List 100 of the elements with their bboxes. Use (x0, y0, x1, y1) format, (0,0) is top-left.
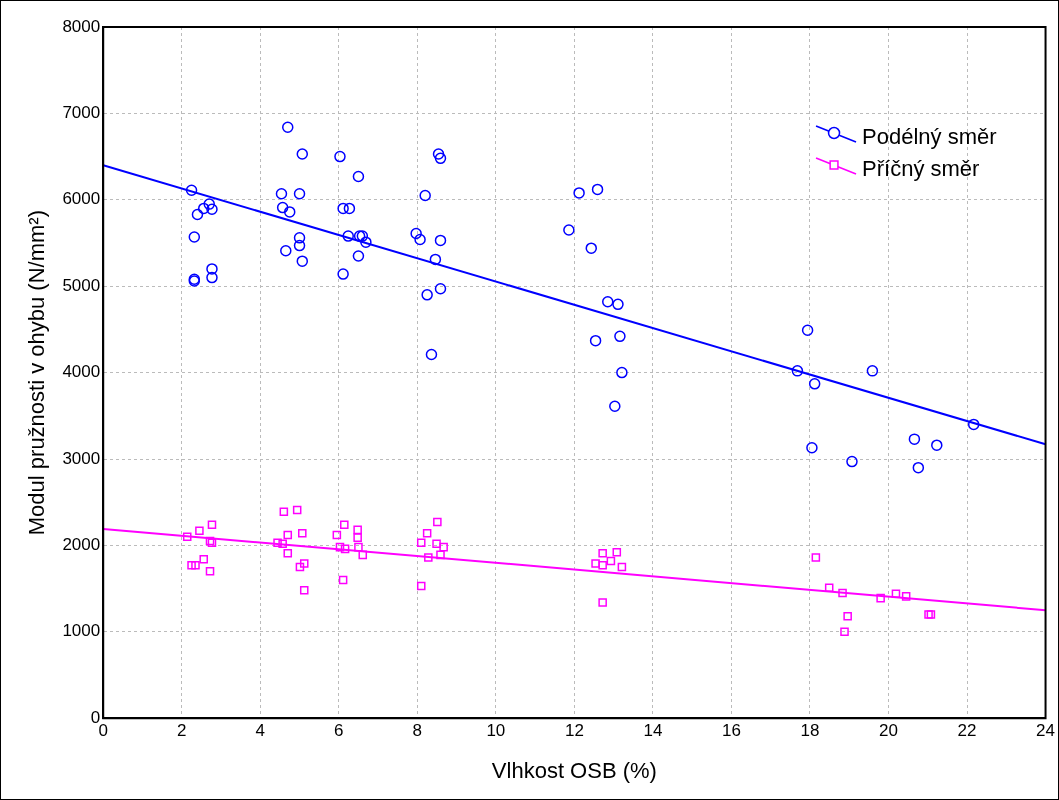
point (434, 283, 447, 295)
point (414, 233, 426, 246)
point (573, 187, 585, 199)
point (343, 202, 356, 215)
point (293, 188, 306, 200)
point (206, 271, 218, 284)
x-tick-label: 14 (643, 721, 663, 741)
x-tick-label: 2 (177, 721, 187, 741)
point (432, 539, 441, 548)
point (912, 461, 925, 474)
point (340, 520, 349, 529)
point (296, 255, 309, 267)
x-tick-label: 12 (564, 721, 584, 741)
point (283, 206, 296, 218)
y-tick-label: 8000 (62, 16, 101, 36)
point (352, 170, 365, 183)
point (616, 366, 628, 379)
point (340, 544, 350, 554)
point (275, 188, 288, 200)
point (280, 245, 292, 257)
point (293, 232, 306, 244)
point (354, 542, 363, 552)
point (337, 202, 349, 215)
point (188, 231, 201, 243)
point (598, 560, 607, 570)
point (187, 560, 196, 570)
point (612, 298, 624, 311)
point (585, 242, 598, 254)
point (439, 542, 448, 552)
x-tick-label: 22 (957, 721, 977, 741)
point (422, 529, 432, 538)
point (191, 560, 200, 570)
point (342, 230, 354, 242)
point (197, 202, 210, 215)
legend-label: Příčný směr (862, 156, 980, 182)
point (299, 586, 309, 595)
x-tick-label: 10 (486, 721, 506, 741)
y-tick-label: 7000 (62, 103, 101, 123)
point (598, 548, 607, 558)
point (334, 150, 346, 163)
x-tick-label: 4 (255, 721, 266, 741)
point (614, 330, 626, 343)
point (591, 183, 604, 196)
point (182, 532, 192, 542)
point (199, 554, 209, 564)
point (609, 400, 621, 413)
point (298, 529, 307, 538)
point (563, 224, 575, 236)
point (801, 324, 814, 337)
point (206, 263, 218, 275)
point (335, 542, 345, 552)
point (424, 553, 433, 562)
x-tick-label: 24 (1036, 721, 1056, 741)
point (203, 198, 215, 210)
x-tick-label: 18 (800, 721, 820, 741)
point (908, 433, 921, 445)
point (353, 533, 362, 542)
point (279, 507, 289, 516)
point (205, 567, 215, 576)
point (589, 334, 602, 347)
point (416, 581, 426, 591)
y-tick-label: 5000 (62, 275, 101, 295)
point (432, 148, 445, 160)
point (360, 236, 372, 248)
point (191, 208, 204, 221)
point (838, 588, 847, 598)
point (840, 627, 849, 637)
point (295, 562, 305, 572)
point (207, 520, 217, 529)
point (926, 610, 936, 619)
point (591, 559, 600, 568)
x-tick-label: 16 (721, 721, 741, 741)
point (434, 234, 447, 247)
y-axis-title: Modul pružnosti v ohybu (N/mm²) (24, 209, 50, 536)
point (292, 505, 302, 515)
point (338, 575, 348, 585)
point (299, 559, 309, 568)
point (353, 525, 362, 535)
point (410, 227, 422, 240)
point (606, 556, 616, 566)
point (421, 289, 433, 301)
x-tick-label: 8 (412, 721, 423, 741)
point (436, 550, 445, 560)
point (791, 365, 804, 377)
point (352, 250, 365, 262)
y-tick-label: 4000 (62, 362, 101, 382)
point (891, 589, 901, 599)
point (806, 442, 818, 454)
y-tick-label: 1000 (62, 621, 101, 641)
point (337, 268, 349, 280)
point (416, 538, 426, 548)
y-tick-label: 2000 (62, 535, 101, 555)
y-tick-label: 3000 (62, 448, 101, 468)
point (866, 365, 879, 377)
point (434, 152, 447, 165)
point (901, 592, 911, 601)
legend-label: Podélný směr (862, 124, 997, 150)
point (843, 611, 852, 621)
point (358, 550, 368, 560)
point (931, 439, 943, 451)
